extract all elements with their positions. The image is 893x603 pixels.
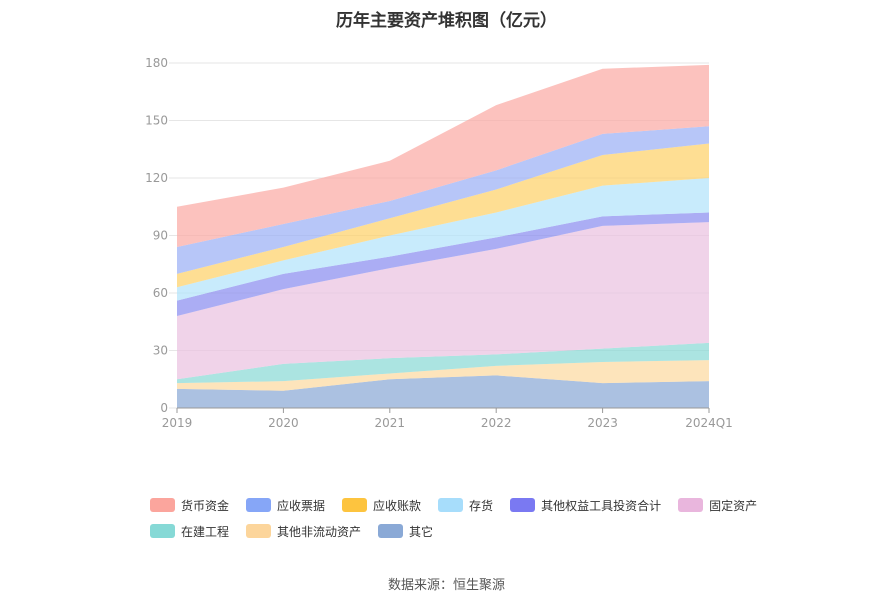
y-tick-label: 0 (160, 401, 168, 415)
legend-label: 存货 (469, 498, 494, 513)
x-tick-label: 2024Q1 (685, 416, 733, 430)
legend-swatch (150, 498, 175, 512)
legend-row: 在建工程 其他非流动资产 其它 (150, 520, 790, 546)
y-tick-label: 180 (145, 56, 168, 70)
legend-swatch (378, 524, 404, 538)
stacked-area-chart: 0 30 60 90 120 150 180 2019 2020 2021 2022 2023 2024… (145, 56, 733, 430)
legend-item[interactable]: 存货 (438, 494, 493, 516)
legend-label: 其他非流动资产 (277, 524, 362, 539)
legend-swatch (342, 498, 368, 512)
legend-label: 其他权益工具投资合计 (541, 498, 662, 513)
area-series-在建工程 (177, 342, 709, 384)
legend-swatch (678, 498, 704, 512)
legend-item[interactable]: 其他权益工具投资合计 (510, 494, 661, 516)
area-series-应收票据 (177, 126, 709, 274)
legend-item[interactable]: 应收票据 (246, 494, 325, 516)
legend-item[interactable]: 其他非流动资产 (246, 520, 361, 542)
legend-item[interactable]: 应收账款 (342, 494, 421, 516)
legend-swatch (246, 498, 272, 512)
legend-label: 在建工程 (181, 524, 230, 539)
x-tick-label: 2020 (268, 416, 299, 430)
x-tick-label: 2022 (481, 416, 512, 430)
legend-swatch (150, 524, 175, 538)
legend-label: 应收票据 (277, 498, 326, 513)
area-series-固定资产 (177, 222, 709, 380)
area-series-其他权益工具投资合计 (177, 212, 709, 316)
x-tick-label: 2021 (375, 416, 406, 430)
legend-label: 货币资金 (181, 498, 230, 513)
legend-label: 固定资产 (709, 498, 758, 513)
x-tick-label: 2023 (587, 416, 618, 430)
legend-item[interactable]: 货币资金 (150, 494, 229, 516)
legend-item[interactable]: 固定资产 (678, 494, 757, 516)
legend-label: 应收账款 (373, 498, 422, 513)
chart-legend: 货币资金 应收票据 应收账款 存货 其他权益工具投资合计 固定资产在建工程 其他非流动资产 其… (150, 494, 790, 546)
area-series-存货 (177, 178, 709, 301)
legend-swatch (510, 498, 536, 512)
legend-swatch (438, 498, 464, 512)
x-tick-label: 2019 (162, 416, 193, 430)
data-source-note: 数据来源：恒生聚源 (387, 578, 505, 593)
area-series-其它 (177, 375, 709, 408)
legend-item[interactable]: 其它 (378, 520, 433, 542)
legend-item[interactable]: 在建工程 (150, 520, 229, 542)
y-tick-label: 30 (153, 344, 168, 358)
y-tick-label: 60 (153, 286, 168, 300)
y-tick-label: 90 (153, 229, 168, 243)
legend-label: 其它 (409, 524, 434, 539)
chart-title: 历年主要资产堆积图（亿元） (336, 11, 557, 31)
area-series-货币资金 (177, 64, 709, 248)
y-tick-label: 120 (145, 171, 168, 185)
area-series-其他非流动资产 (177, 360, 709, 391)
legend-swatch (246, 524, 272, 538)
area-series-应收账款 (177, 143, 709, 288)
y-tick-label: 150 (145, 114, 168, 128)
legend-row: 货币资金 应收票据 应收账款 存货 其他权益工具投资合计 固定资产 (150, 494, 790, 520)
